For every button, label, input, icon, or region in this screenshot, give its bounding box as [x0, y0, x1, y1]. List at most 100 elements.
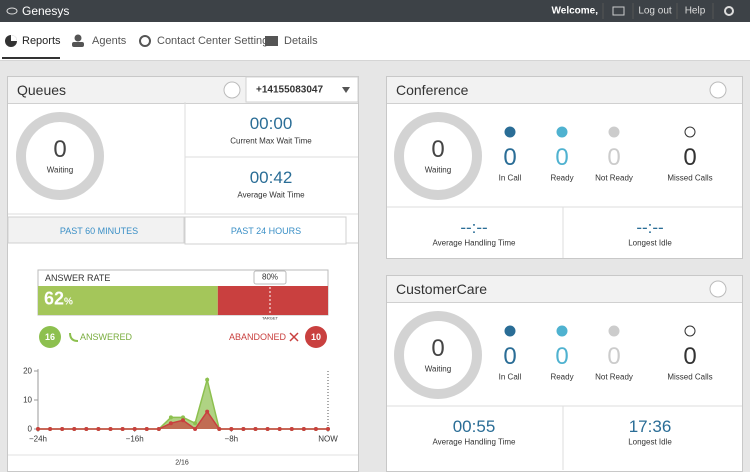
target-box: [253, 270, 287, 285]
answer-rate-bar: [38, 286, 218, 315]
nav-item[interactable]: Contact Center Settings: [157, 35, 274, 47]
data-point: [168, 421, 173, 426]
metric-value: --:--: [636, 218, 664, 237]
nav-item[interactable]: Details: [284, 35, 318, 47]
refresh-button[interactable]: [709, 280, 727, 298]
stat-label: In Call: [498, 173, 522, 183]
data-point: [181, 415, 185, 420]
metric-label: Longest Idle: [628, 238, 672, 248]
nav-item[interactable]: Reports: [22, 35, 61, 47]
target-label: 80%: [261, 272, 279, 282]
abandoned-count: 10: [310, 332, 322, 342]
settings-nav-icon: [139, 35, 151, 47]
unit: %: [64, 296, 73, 308]
refresh-button[interactable]: [709, 81, 727, 99]
avg-wait: 00:42: [249, 168, 293, 187]
metric-label: Average Handling Time: [432, 437, 516, 447]
stat-value: 0: [683, 144, 697, 171]
stat-value: 0: [555, 343, 569, 370]
status-icon: [556, 325, 568, 337]
metric-value: 17:36: [628, 417, 672, 436]
data-point: [156, 427, 161, 431]
status-icon: [504, 325, 516, 337]
stat-label: Not Ready: [595, 173, 633, 183]
refresh-button[interactable]: [223, 81, 241, 99]
data-point: [241, 427, 246, 431]
data-point: [313, 427, 318, 431]
answered-count: 16: [44, 332, 56, 342]
tab-label[interactable]: PAST 60 MINUTES: [59, 226, 139, 236]
waiting-donut: [16, 112, 104, 200]
top-bar: [0, 0, 750, 22]
x-tick-label: NOW: [318, 434, 338, 444]
data-point: [253, 427, 258, 431]
stat-label: Not Ready: [595, 372, 633, 382]
logo-icon: [6, 7, 18, 15]
metric-label: Average Handling Time: [432, 238, 516, 248]
status-icon: [684, 325, 696, 337]
brand: Genesys: [22, 4, 70, 18]
data-point: [72, 427, 77, 431]
tab[interactable]: [7, 216, 185, 244]
phone-number[interactable]: +14155083047: [256, 84, 324, 96]
answer-rate-label: ANSWER RATE: [45, 273, 111, 283]
answered-icon: [69, 332, 79, 342]
panel-title: Conference: [396, 82, 469, 98]
data-point: [48, 427, 53, 431]
data-point: [96, 427, 101, 431]
waiting-count: 0: [431, 136, 445, 163]
y-tick-label: 20: [23, 366, 32, 376]
answered-label: ANSWERED: [80, 332, 133, 342]
stat-label: Missed Calls: [667, 173, 713, 183]
nav-item[interactable]: Agents: [92, 35, 127, 47]
data-point: [84, 427, 89, 431]
waiting-label: Waiting: [424, 364, 452, 374]
data-point: [205, 377, 210, 382]
help-link[interactable]: Help: [684, 5, 706, 17]
message-icon[interactable]: [612, 6, 625, 16]
stat-value: 0: [503, 144, 517, 171]
x-tick-label: −24h: [28, 434, 48, 444]
date-label: 2/16: [175, 459, 189, 467]
waiting-count: 0: [53, 136, 67, 163]
metric-value: --:--: [460, 218, 488, 237]
waiting-label: Waiting: [424, 165, 452, 175]
stat-label: In Call: [498, 372, 522, 382]
data-point: [193, 427, 198, 431]
settings-icon[interactable]: [724, 6, 734, 16]
data-point: [132, 427, 137, 431]
waiting-donut: [394, 112, 482, 200]
answered-badge: [39, 326, 61, 348]
dropdown-arrow: [342, 87, 350, 93]
stat-value: 0: [607, 144, 621, 171]
conference-panel: [386, 76, 743, 259]
metric-label: Longest Idle: [628, 437, 672, 447]
panel-title: Queues: [17, 82, 67, 98]
abandoned-badge: [305, 326, 327, 348]
agents-icon: [74, 34, 82, 42]
reports-icon: [11, 35, 17, 41]
queue-dropdown[interactable]: [245, 76, 359, 103]
abandon-rate-bar: [217, 286, 328, 315]
stat-label: Ready: [550, 173, 574, 183]
max-wait-label: Current Max Wait Time: [230, 136, 312, 146]
customercare-panel: [386, 275, 743, 472]
data-point: [120, 427, 125, 431]
tab-label[interactable]: PAST 24 HOURS: [230, 226, 302, 236]
avg-wait-label: Average Wait Time: [237, 190, 305, 200]
status-icon: [608, 325, 620, 337]
agents-icon: [72, 42, 84, 47]
status-icon: [556, 126, 568, 138]
tab-active[interactable]: [184, 216, 347, 245]
logout-link[interactable]: Log out: [638, 5, 672, 17]
stat-value: 0: [555, 144, 569, 171]
y-tick-label: 0: [27, 424, 32, 434]
data-point: [277, 427, 282, 431]
target-caption: TARGET: [262, 315, 278, 321]
stat-label: Missed Calls: [667, 372, 713, 382]
answer-rate: 62%: [44, 288, 73, 309]
y-tick-label: 10: [23, 395, 32, 405]
stat-label: Ready: [550, 372, 574, 382]
data-point: [193, 421, 198, 426]
